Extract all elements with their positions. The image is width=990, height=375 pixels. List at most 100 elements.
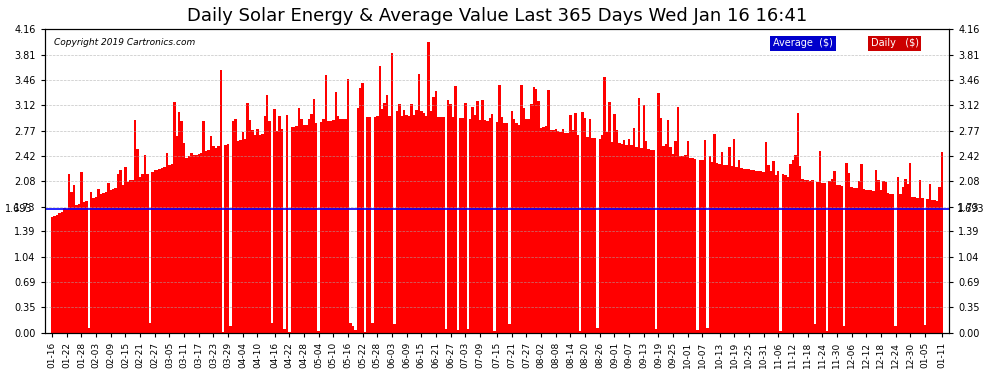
Bar — [569, 115, 571, 333]
Bar — [474, 115, 476, 333]
Bar — [787, 177, 789, 333]
Bar — [125, 167, 127, 333]
Bar — [142, 174, 144, 333]
Bar — [323, 118, 325, 333]
Bar — [203, 121, 205, 333]
Bar — [440, 117, 443, 333]
Bar — [469, 118, 471, 333]
Bar — [501, 117, 503, 333]
Bar — [430, 111, 433, 333]
Bar — [102, 193, 105, 333]
Bar — [251, 130, 253, 333]
Bar — [831, 179, 834, 333]
Bar — [659, 118, 662, 333]
Bar — [346, 79, 349, 333]
Bar — [679, 156, 682, 333]
Bar — [368, 117, 371, 333]
Bar — [626, 145, 628, 333]
Bar — [571, 130, 574, 333]
Bar — [533, 87, 535, 333]
Bar — [298, 108, 300, 333]
Bar — [207, 150, 210, 333]
Bar — [405, 115, 408, 333]
Bar — [904, 178, 907, 333]
Bar — [491, 114, 493, 333]
Bar — [449, 104, 451, 333]
Bar — [60, 212, 63, 333]
Bar — [623, 140, 626, 333]
Bar — [742, 169, 745, 333]
Bar — [65, 209, 68, 333]
Bar — [325, 75, 327, 333]
Bar — [496, 122, 498, 333]
Bar — [694, 159, 696, 333]
Bar — [361, 83, 364, 333]
Bar — [156, 170, 158, 333]
Bar — [266, 95, 268, 333]
Bar — [337, 116, 340, 333]
Bar — [731, 166, 733, 333]
Bar — [794, 155, 797, 333]
Bar — [714, 134, 716, 333]
Bar — [889, 194, 892, 333]
Bar — [809, 180, 811, 333]
Bar — [185, 158, 188, 333]
Bar — [513, 119, 516, 333]
Bar — [631, 145, 633, 333]
Bar — [549, 130, 552, 333]
Bar — [752, 170, 755, 333]
Bar — [476, 102, 479, 333]
Bar — [894, 326, 897, 333]
Bar — [779, 331, 782, 333]
Bar — [383, 104, 386, 333]
Bar — [819, 151, 821, 333]
Bar — [701, 160, 704, 333]
Bar — [215, 148, 217, 333]
Bar — [684, 155, 686, 333]
Bar — [559, 132, 562, 333]
Bar — [144, 155, 147, 333]
Bar — [530, 104, 533, 333]
Bar — [342, 119, 345, 333]
Bar — [919, 180, 922, 333]
Bar — [371, 323, 373, 333]
Bar — [518, 125, 521, 333]
Bar — [151, 172, 153, 333]
Bar — [566, 133, 569, 333]
Bar — [200, 153, 203, 333]
Bar — [557, 131, 559, 333]
Bar — [479, 120, 481, 333]
Bar — [273, 109, 276, 333]
Bar — [85, 201, 87, 333]
Bar — [782, 174, 784, 333]
Bar — [760, 171, 762, 333]
Bar — [70, 192, 73, 333]
Bar — [459, 118, 461, 333]
Bar — [227, 144, 230, 333]
Bar — [318, 331, 320, 333]
Bar — [438, 117, 440, 333]
Bar — [850, 188, 852, 333]
Bar — [931, 200, 934, 333]
Bar — [562, 129, 564, 333]
Bar — [638, 98, 641, 333]
Bar — [608, 102, 611, 333]
Bar — [543, 127, 545, 333]
Bar — [423, 113, 425, 333]
Bar — [451, 117, 454, 333]
Bar — [852, 188, 855, 333]
Bar — [305, 124, 308, 333]
Bar — [511, 111, 513, 333]
Bar — [408, 116, 410, 333]
Bar — [706, 328, 709, 333]
Bar — [841, 186, 843, 333]
Bar — [63, 208, 65, 333]
Bar — [378, 66, 381, 333]
Bar — [644, 141, 647, 333]
Bar — [711, 162, 714, 333]
Bar — [674, 141, 677, 333]
Bar — [443, 117, 445, 333]
Bar — [880, 190, 882, 333]
Bar — [939, 187, 940, 333]
Bar — [591, 138, 594, 333]
